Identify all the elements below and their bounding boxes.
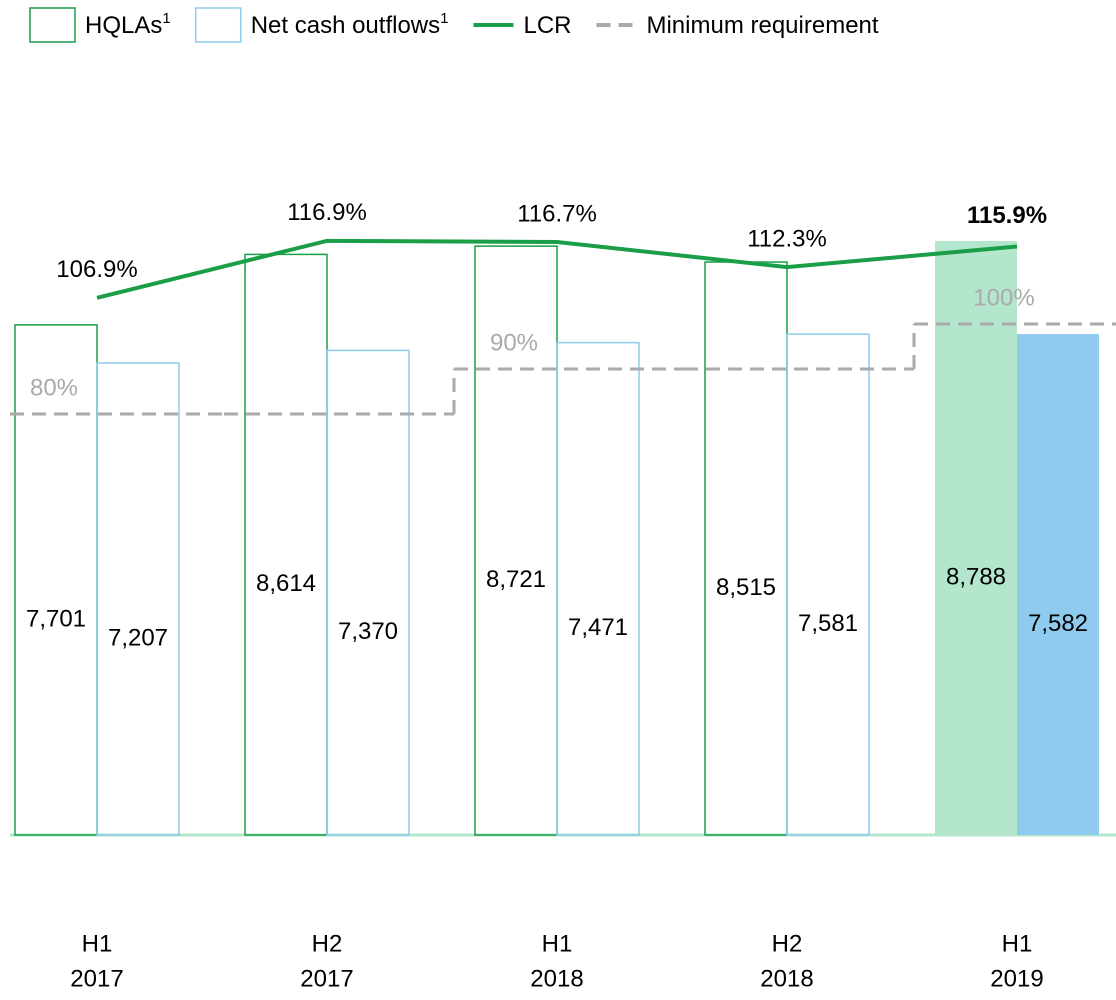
legend-swatch <box>29 7 76 43</box>
bar <box>14 324 98 836</box>
bar <box>244 253 328 836</box>
line-value-label: 116.9% <box>287 199 367 226</box>
bar-value-label: 7,207 <box>108 624 168 651</box>
bar-value-label: 7,471 <box>568 614 628 641</box>
minimum-label: 80% <box>30 374 78 401</box>
legend-superscript: 1 <box>162 10 170 27</box>
line-value-label: 115.9% <box>967 202 1047 229</box>
x-tick-label: 2017 <box>300 965 353 992</box>
legend-name: Minimum requirement <box>646 12 878 39</box>
bar <box>935 240 1017 835</box>
legend-name: LCR <box>523 12 571 39</box>
bar <box>96 362 180 836</box>
legend-label: Net cash outflows1 <box>251 10 449 39</box>
bar <box>556 341 640 836</box>
bar-value-label: 8,614 <box>256 570 316 597</box>
x-tick-label: H1 <box>542 930 573 957</box>
x-tick-label: H2 <box>312 930 343 957</box>
x-tick-label: 2018 <box>760 965 813 992</box>
legend-name: Net cash outflows <box>251 12 440 39</box>
lcr-line <box>96 238 1018 300</box>
bar-value-label: 8,721 <box>486 566 546 593</box>
legend-label: HQLAs1 <box>85 10 171 39</box>
bar <box>704 261 788 836</box>
bar-value-label: 7,582 <box>1028 610 1088 637</box>
bar <box>786 333 870 836</box>
bar-value-label: 7,581 <box>798 610 858 637</box>
legend-swatch <box>194 7 242 43</box>
legend-superscript: 1 <box>440 10 448 27</box>
legend-label: Minimum requirement <box>646 12 878 39</box>
minimum-label: 100% <box>973 284 1034 311</box>
x-tick-label: H1 <box>82 930 113 957</box>
x-tick-label: 2017 <box>70 965 123 992</box>
bar-value-label: 7,370 <box>338 618 398 645</box>
line-value-label: 106.9% <box>56 256 137 283</box>
bar-value-label: 8,515 <box>716 574 776 601</box>
line-value-label: 112.3% <box>747 225 827 252</box>
bar <box>326 349 410 836</box>
bar-value-label: 8,788 <box>946 563 1006 590</box>
minimum-label: 90% <box>490 329 538 356</box>
x-tick-label: 2019 <box>990 965 1043 992</box>
bar-value-label: 7,701 <box>26 605 86 632</box>
line-value-label: 116.7% <box>517 200 597 227</box>
x-tick-label: H2 <box>772 930 803 957</box>
x-tick-label: H1 <box>1002 930 1033 957</box>
x-tick-label: 2018 <box>530 965 583 992</box>
bar <box>1017 334 1099 835</box>
legend-label: LCR <box>523 12 571 39</box>
legend-name: HQLAs <box>85 12 162 39</box>
